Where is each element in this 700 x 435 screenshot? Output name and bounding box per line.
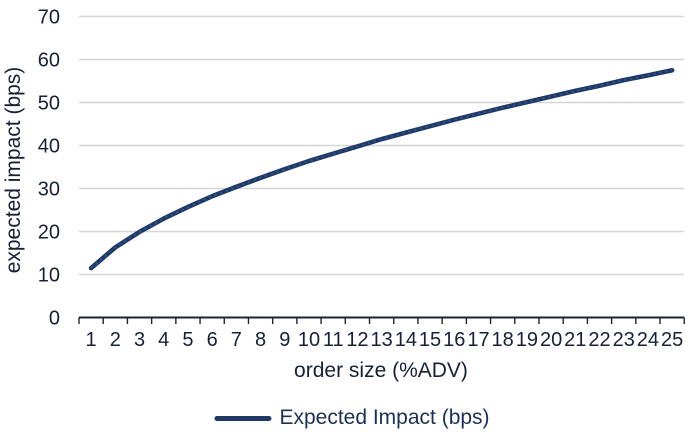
y-tick-label: 50 [38,93,60,115]
x-tick-label: 3 [134,329,145,351]
x-tick-label: 23 [613,329,635,351]
legend: Expected Impact (bps) [214,406,490,430]
y-axis-title: expected impact (bps) [2,66,25,274]
y-tick-label: 70 [38,7,60,29]
x-tick-label: 19 [516,329,538,351]
x-tick-label: 11 [323,329,344,351]
x-tick-label: 10 [298,329,320,351]
x-tick-label: 16 [443,329,465,351]
x-tick-label: 4 [158,329,169,351]
x-tick-label: 15 [419,329,441,351]
legend-label: Expected Impact (bps) [279,406,490,429]
x-axis-title: order size (%ADV) [294,359,468,382]
y-tick-label: 60 [38,50,60,72]
x-tick-label: 22 [588,329,610,351]
x-tick-label: 14 [395,329,417,351]
x-tick-label: 12 [346,329,368,351]
x-tick-label: 7 [231,329,242,351]
legend-line-swatch [214,415,272,421]
x-tick-label: 24 [637,329,659,351]
x-tick-label: 5 [182,329,193,351]
x-tick-label: 1 [86,329,97,351]
x-tick-label: 2 [110,329,121,351]
x-tick-label: 18 [492,329,514,351]
expected-impact-curve-texture [90,69,673,269]
y-tick-label: 40 [38,136,60,158]
x-tick-label: 25 [661,329,683,351]
y-tick-label: 30 [38,179,60,201]
x-tick-label: 8 [255,329,266,351]
x-tick-label: 6 [207,329,218,351]
x-tick-label: 13 [371,329,393,351]
y-tick-label: 20 [38,222,60,244]
x-tick-label: 21 [564,329,586,351]
y-tick-label: 0 [49,308,60,330]
y-tick-label: 10 [38,265,60,287]
x-tick-label: 17 [467,329,489,351]
expected-impact-curve [88,68,675,271]
x-tick-label: 9 [279,329,290,351]
x-tick-label: 20 [540,329,562,351]
